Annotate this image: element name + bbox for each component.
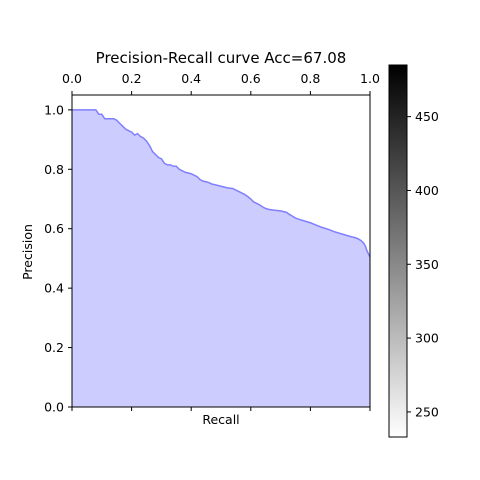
colorbar-tick-label: 400 bbox=[415, 183, 439, 198]
colorbar-ticks: 250 300 350 400 450 bbox=[407, 109, 439, 419]
colorbar-tick-label: 450 bbox=[415, 109, 439, 124]
x-tick-label: 0.6 bbox=[241, 71, 261, 86]
plot-area bbox=[71, 94, 371, 408]
y-tick-label: 0.0 bbox=[44, 400, 64, 415]
y-axis-ticks: 0.0 0.2 0.4 0.6 0.8 1.0 bbox=[44, 102, 72, 415]
y-tick-label: 1.0 bbox=[44, 102, 64, 117]
x-tick-label: 0.0 bbox=[62, 71, 82, 86]
y-tick-label: 0.8 bbox=[44, 162, 64, 177]
x-tick-label: 1.0 bbox=[360, 71, 380, 86]
x-tick-label: 0.8 bbox=[300, 71, 320, 86]
colorbar: 250 300 350 400 450 bbox=[388, 64, 439, 438]
colorbar-tick-label: 250 bbox=[415, 404, 439, 419]
y-axis-label: Precision bbox=[20, 224, 35, 280]
y-tick-label: 0.6 bbox=[44, 221, 64, 236]
colorbar-tick-label: 300 bbox=[415, 331, 439, 346]
colorbar-gradient bbox=[388, 64, 408, 438]
x-axis-bottom-ticks bbox=[71, 407, 371, 411]
chart-title: Precision-Recall curve Acc=67.08 bbox=[96, 49, 347, 67]
plot-frame bbox=[71, 94, 371, 408]
pr-curve-area bbox=[72, 109, 370, 408]
y-tick-label: 0.2 bbox=[44, 340, 64, 355]
x-axis-label: Recall bbox=[202, 412, 239, 427]
x-axis-top-ticks: 0.0 0.2 0.4 0.6 0.8 1.0 bbox=[62, 71, 380, 95]
x-tick-label: 0.4 bbox=[181, 71, 201, 86]
x-tick-label: 0.2 bbox=[122, 71, 142, 86]
colorbar-tick-label: 350 bbox=[415, 257, 439, 272]
y-tick-label: 0.4 bbox=[44, 281, 64, 296]
pr-curve-line bbox=[72, 109, 371, 258]
